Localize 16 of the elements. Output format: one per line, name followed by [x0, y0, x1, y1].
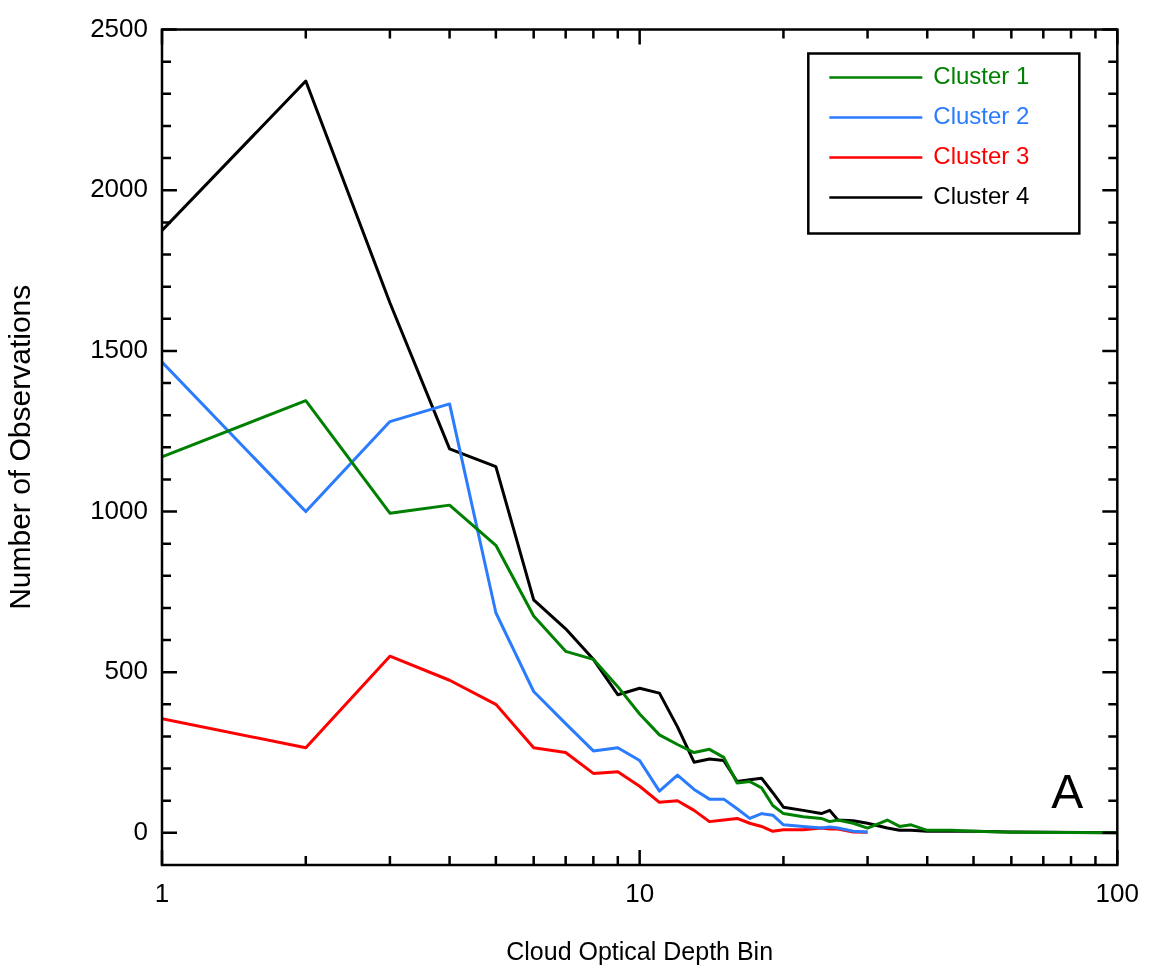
y-tick-label: 1000	[90, 494, 148, 525]
x-tick-label: 10	[625, 877, 655, 908]
y-tick-label: 2500	[90, 12, 148, 43]
y-axis-title: Number of Observations	[3, 284, 37, 610]
y-tick-label: 2000	[90, 173, 148, 204]
y-tick-label: 1500	[90, 334, 148, 365]
legend-label: Cluster 1	[933, 62, 1030, 90]
y-tick-label: 500	[104, 655, 148, 686]
x-axis-title: Cloud Optical Depth Bin	[506, 936, 774, 965]
annotation: A	[1051, 765, 1084, 818]
legend-label: Cluster 4	[933, 182, 1030, 210]
x-tick-label: 100	[1095, 877, 1140, 908]
y-tick-label: 0	[133, 816, 148, 847]
legend-label: Cluster 2	[933, 102, 1030, 130]
x-tick-label: 1	[154, 877, 170, 908]
legend-label: Cluster 3	[933, 142, 1030, 170]
